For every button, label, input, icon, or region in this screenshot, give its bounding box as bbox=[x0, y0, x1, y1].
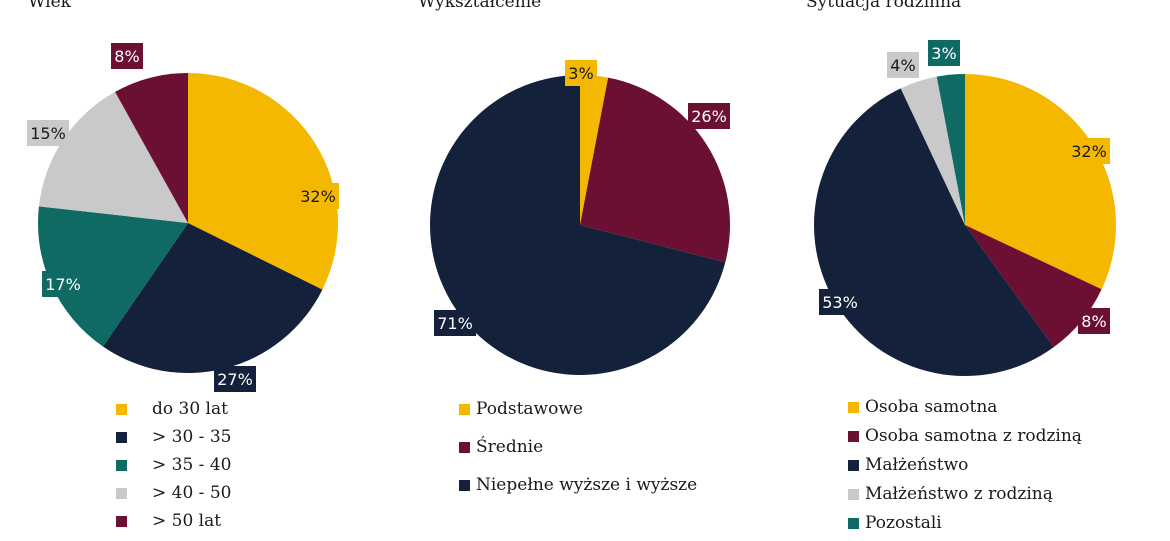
legend-swatch bbox=[116, 404, 127, 415]
svg-text:71%: 71% bbox=[437, 314, 473, 333]
pie-charts: 32% 27% 17% 15% 8% 3% 26% 71% 32% 8% 53% 4% 3% bbox=[27, 40, 1116, 392]
legend-label: Małżeństwo bbox=[865, 455, 969, 475]
svg-text:8%: 8% bbox=[1081, 312, 1106, 331]
chart-title-wyksztalcenie: Wykształcenie bbox=[418, 0, 542, 12]
data-label: 17% bbox=[42, 271, 84, 297]
chart-title-wiek: Wiek bbox=[28, 0, 71, 12]
chart-title-sytuacja: Sytuacja rodzinna bbox=[806, 0, 962, 12]
pie-slice bbox=[580, 77, 731, 263]
pie-slice bbox=[900, 76, 965, 225]
svg-text:32%: 32% bbox=[300, 187, 336, 206]
data-label: 53% bbox=[819, 289, 861, 315]
svg-text:8%: 8% bbox=[114, 47, 139, 66]
legend-label: > 50 lat bbox=[152, 511, 222, 531]
pie-slice bbox=[115, 73, 188, 223]
legend-label: > 40 - 50 bbox=[152, 483, 232, 503]
pie-slice bbox=[580, 75, 609, 225]
svg-text:17%: 17% bbox=[45, 275, 81, 294]
legend-label: Podstawowe bbox=[476, 399, 583, 419]
legend-swatch bbox=[116, 460, 127, 471]
legend-label: Średnie bbox=[476, 437, 544, 457]
data-label: 4% bbox=[887, 52, 919, 78]
legend-swatch bbox=[116, 488, 127, 499]
data-label: 32% bbox=[1068, 138, 1110, 164]
pie-slice bbox=[188, 73, 339, 290]
pie-slice bbox=[430, 75, 726, 376]
pie-slice bbox=[814, 88, 1054, 376]
data-label: 8% bbox=[1078, 308, 1110, 334]
svg-text:3%: 3% bbox=[931, 44, 956, 63]
svg-text:53%: 53% bbox=[822, 293, 858, 312]
svg-text:27%: 27% bbox=[217, 370, 253, 389]
svg-text:32%: 32% bbox=[1071, 142, 1107, 161]
legend-label: Osoba samotna bbox=[865, 397, 998, 417]
pie-slice bbox=[965, 74, 1116, 290]
legend-label: > 35 - 40 bbox=[152, 455, 232, 475]
data-label: 71% bbox=[434, 310, 476, 336]
data-label: 26% bbox=[688, 103, 730, 129]
legend-swatch bbox=[116, 516, 127, 527]
legend-swatch bbox=[116, 432, 127, 443]
legend-swatch bbox=[459, 442, 470, 453]
legend-swatch bbox=[848, 402, 859, 413]
data-label: 15% bbox=[27, 120, 69, 146]
legend-swatch bbox=[848, 460, 859, 471]
legend-label: do 30 lat bbox=[152, 399, 228, 419]
data-label: 27% bbox=[214, 366, 256, 392]
svg-text:26%: 26% bbox=[691, 107, 727, 126]
legend-label: Małżeństwo z rodziną bbox=[865, 484, 1053, 504]
legend-swatch bbox=[848, 489, 859, 500]
pie-slice bbox=[37, 206, 188, 347]
legend-label: Pozostali bbox=[865, 513, 942, 533]
data-label: 32% bbox=[297, 183, 339, 209]
legend-label: Osoba samotna z rodziną bbox=[865, 426, 1082, 446]
pie-slice bbox=[38, 91, 188, 223]
pie-slice bbox=[965, 225, 1102, 348]
legend-swatch bbox=[459, 480, 470, 491]
data-label: 8% bbox=[111, 43, 143, 69]
pie-slice bbox=[102, 223, 323, 373]
legend-swatch bbox=[848, 431, 859, 442]
pie-slice bbox=[936, 74, 965, 225]
svg-text:3%: 3% bbox=[568, 64, 593, 83]
legend-label: > 30 - 35 bbox=[152, 427, 232, 447]
svg-text:15%: 15% bbox=[30, 124, 66, 143]
data-label: 3% bbox=[928, 40, 960, 66]
legend-label: Niepełne wyższe i wyższe bbox=[476, 475, 698, 495]
legend-swatch bbox=[459, 404, 470, 415]
data-label: 3% bbox=[565, 60, 597, 86]
svg-text:4%: 4% bbox=[890, 56, 915, 75]
